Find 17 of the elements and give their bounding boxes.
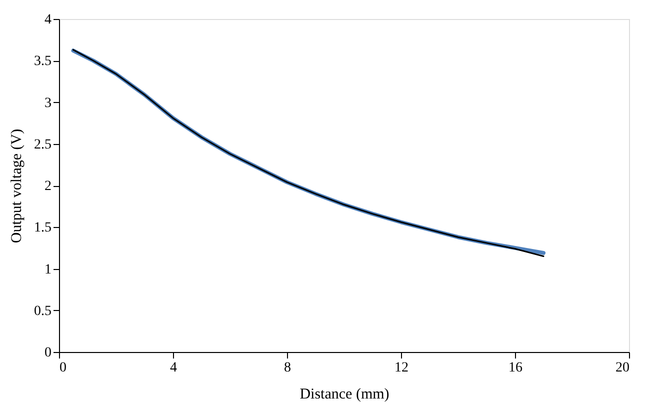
x-axis-title: Distance (mm) bbox=[300, 386, 390, 402]
y-tick-label: 2.5 bbox=[34, 137, 52, 152]
y-tick-label: 2 bbox=[44, 179, 52, 194]
x-tick-label: 8 bbox=[284, 360, 291, 376]
x-tick-label: 16 bbox=[508, 360, 522, 376]
x-tick-label: 12 bbox=[394, 360, 408, 376]
x-tick-label: 4 bbox=[170, 360, 177, 376]
y-axis-title: Output voltage (V) bbox=[9, 128, 25, 244]
x-tick-label: 0 bbox=[60, 360, 66, 376]
y-tick-label: 3.5 bbox=[34, 54, 52, 70]
x-tick-label: 20 bbox=[616, 360, 630, 376]
y-tick-label: 1.5 bbox=[34, 220, 52, 236]
y-tick-label: 0.5 bbox=[34, 304, 52, 319]
y-tick-label: 1 bbox=[44, 262, 52, 278]
y-tick-label: 0 bbox=[44, 346, 52, 360]
y-tick-label: 4 bbox=[44, 12, 52, 28]
y-tick-label: 3 bbox=[44, 96, 52, 111]
